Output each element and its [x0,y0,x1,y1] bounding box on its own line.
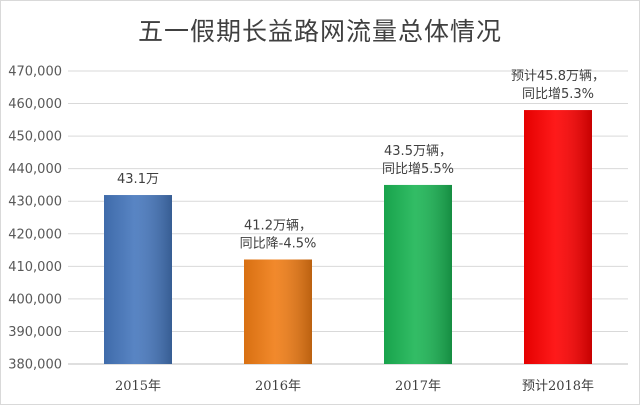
bar-data-label: 43.1万 [117,172,159,187]
bar-2 [384,184,452,364]
y-tick-label: 460,000 [8,97,62,112]
bar-1 [244,259,312,364]
y-tick-label: 400,000 [8,292,62,307]
bar-data-label: 41.2万辆， [244,218,312,233]
x-category-label: 2015年 [115,379,161,394]
x-category-label: 预计2018年 [522,379,594,394]
x-category-label: 2017年 [395,379,441,394]
bar-data-label: 预计45.8万辆， [511,69,605,84]
bar-data-label: 43.5万辆， [384,144,452,159]
y-tick-label: 380,000 [8,358,62,373]
y-tick-label: 420,000 [8,227,62,242]
y-tick-label: 450,000 [8,130,62,145]
bar-0 [104,195,172,364]
y-tick-label: 430,000 [8,195,62,210]
bar-data-label: 同比增5.3% [522,87,594,102]
chart-title: 五一假期长益路网流量总体情况 [137,17,502,46]
y-tick-label: 470,000 [8,65,62,80]
y-tick-label: 410,000 [8,260,62,275]
bar-3 [524,110,592,364]
y-tick-label: 390,000 [8,325,62,340]
x-category-label: 2016年 [255,379,301,394]
bar-data-label: 同比降-4.5% [240,236,317,251]
y-tick-label: 440,000 [8,162,62,177]
bar-data-label: 同比增5.5% [382,162,454,177]
